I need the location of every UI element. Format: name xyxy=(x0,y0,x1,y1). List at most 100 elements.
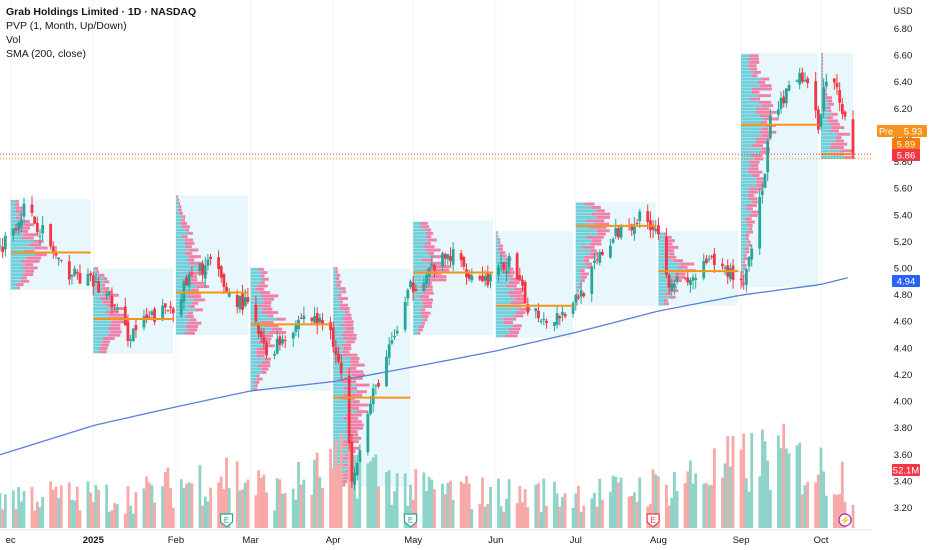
candle-body[interactable] xyxy=(94,281,98,283)
candle-body[interactable] xyxy=(126,322,130,341)
candle-body[interactable] xyxy=(712,253,716,265)
candle-body[interactable] xyxy=(41,225,45,234)
candle-body[interactable] xyxy=(707,258,711,260)
candle-body[interactable] xyxy=(225,286,228,294)
candle-body[interactable] xyxy=(321,320,324,325)
candle-body[interactable] xyxy=(758,196,762,249)
candle-body[interactable] xyxy=(59,259,63,261)
candle-body[interactable] xyxy=(502,262,506,270)
candle-body[interactable] xyxy=(169,306,172,308)
candle-body[interactable] xyxy=(179,299,183,316)
candle-body[interactable] xyxy=(651,226,655,230)
candle-body[interactable] xyxy=(350,441,354,482)
candle-body[interactable] xyxy=(70,274,74,277)
candle-body[interactable] xyxy=(688,280,692,285)
volume-value-badge[interactable]: 52.1M xyxy=(892,464,920,477)
candle-body[interactable] xyxy=(257,324,260,334)
candle-body[interactable] xyxy=(38,235,42,237)
candle-body[interactable] xyxy=(843,111,847,117)
candle-body[interactable] xyxy=(486,272,490,286)
candle-body[interactable] xyxy=(262,337,266,344)
candle-body[interactable] xyxy=(201,263,204,275)
sma-value-badge[interactable]: 4.94 xyxy=(892,275,920,288)
candle-body[interactable] xyxy=(30,204,34,213)
candle-body[interactable] xyxy=(563,314,567,317)
candle-body[interactable] xyxy=(313,316,316,323)
indicator-pvp[interactable]: PVP (1, Month, Up/Down) xyxy=(6,20,127,32)
candle-body[interactable] xyxy=(147,316,151,318)
candle-body[interactable] xyxy=(14,228,18,230)
candle-body[interactable] xyxy=(281,339,284,344)
candle-body[interactable] xyxy=(760,190,764,196)
candle-body[interactable] xyxy=(766,141,770,173)
candle-body[interactable] xyxy=(619,226,623,238)
candle-body[interactable] xyxy=(0,245,2,247)
sma-line[interactable] xyxy=(0,277,848,456)
candle-body[interactable] xyxy=(611,239,615,243)
candle-body[interactable] xyxy=(609,245,612,258)
candle-body[interactable] xyxy=(409,281,412,288)
candle-body[interactable] xyxy=(241,292,244,310)
candle-body[interactable] xyxy=(411,282,415,292)
candle-body[interactable] xyxy=(579,290,583,297)
candle-body[interactable] xyxy=(353,472,356,485)
candle-body[interactable] xyxy=(433,264,436,271)
candle-body[interactable] xyxy=(35,222,39,233)
candle-body[interactable] xyxy=(694,278,698,280)
candle-body[interactable] xyxy=(665,236,668,275)
candle-body[interactable] xyxy=(33,216,37,224)
candle-body[interactable] xyxy=(539,320,543,322)
candle-body[interactable] xyxy=(776,109,780,115)
candle-body[interactable] xyxy=(22,203,26,217)
candle-body[interactable] xyxy=(590,266,594,294)
candle-body[interactable] xyxy=(347,375,351,444)
candle-body[interactable] xyxy=(163,303,167,308)
candle-body[interactable] xyxy=(470,275,474,281)
candle-body[interactable] xyxy=(601,251,604,256)
candle-body[interactable] xyxy=(832,78,836,83)
candle-body[interactable] xyxy=(310,317,314,321)
candle-body[interactable] xyxy=(3,235,7,250)
candle-body[interactable] xyxy=(235,295,239,307)
candle-body[interactable] xyxy=(824,81,828,87)
candle-body[interactable] xyxy=(723,267,727,269)
candle-body[interactable] xyxy=(449,256,452,261)
candle-body[interactable] xyxy=(107,292,111,296)
candle-body[interactable] xyxy=(219,266,223,278)
candle-body[interactable] xyxy=(115,307,119,309)
candle-body[interactable] xyxy=(593,260,596,263)
candle-body[interactable] xyxy=(638,211,642,222)
candle-body[interactable] xyxy=(414,289,418,292)
candle-body[interactable] xyxy=(803,80,807,82)
candle-body[interactable] xyxy=(744,269,748,285)
candle-body[interactable] xyxy=(806,78,810,84)
candle-body[interactable] xyxy=(507,255,511,268)
candle-body[interactable] xyxy=(814,81,818,111)
candle-body[interactable] xyxy=(704,258,708,263)
candle-body[interactable] xyxy=(691,277,695,281)
candle-body[interactable] xyxy=(91,275,95,287)
candle-body[interactable] xyxy=(795,80,799,82)
candle-body[interactable] xyxy=(291,332,295,339)
candle-body[interactable] xyxy=(574,294,578,303)
candle-body[interactable] xyxy=(467,274,471,279)
candle-body[interactable] xyxy=(329,322,332,331)
candle-body[interactable] xyxy=(273,353,276,356)
candle-body[interactable] xyxy=(534,308,538,312)
earnings-event-icon[interactable] xyxy=(219,513,234,528)
candle-body[interactable] xyxy=(657,225,660,235)
candle-body[interactable] xyxy=(617,228,620,238)
candle-body[interactable] xyxy=(673,284,676,288)
candle-body[interactable] xyxy=(822,87,826,111)
candle-body[interactable] xyxy=(238,295,242,310)
candle-body[interactable] xyxy=(185,277,188,286)
candle-body[interactable] xyxy=(334,347,338,355)
candle-body[interactable] xyxy=(166,309,170,311)
candle-body[interactable] xyxy=(377,382,380,387)
candle-body[interactable] xyxy=(784,88,788,104)
candle-body[interactable] xyxy=(451,249,455,265)
candle-body[interactable] xyxy=(518,275,522,280)
candle-body[interactable] xyxy=(366,413,370,453)
candle-body[interactable] xyxy=(667,275,671,288)
candle-body[interactable] xyxy=(265,343,268,356)
